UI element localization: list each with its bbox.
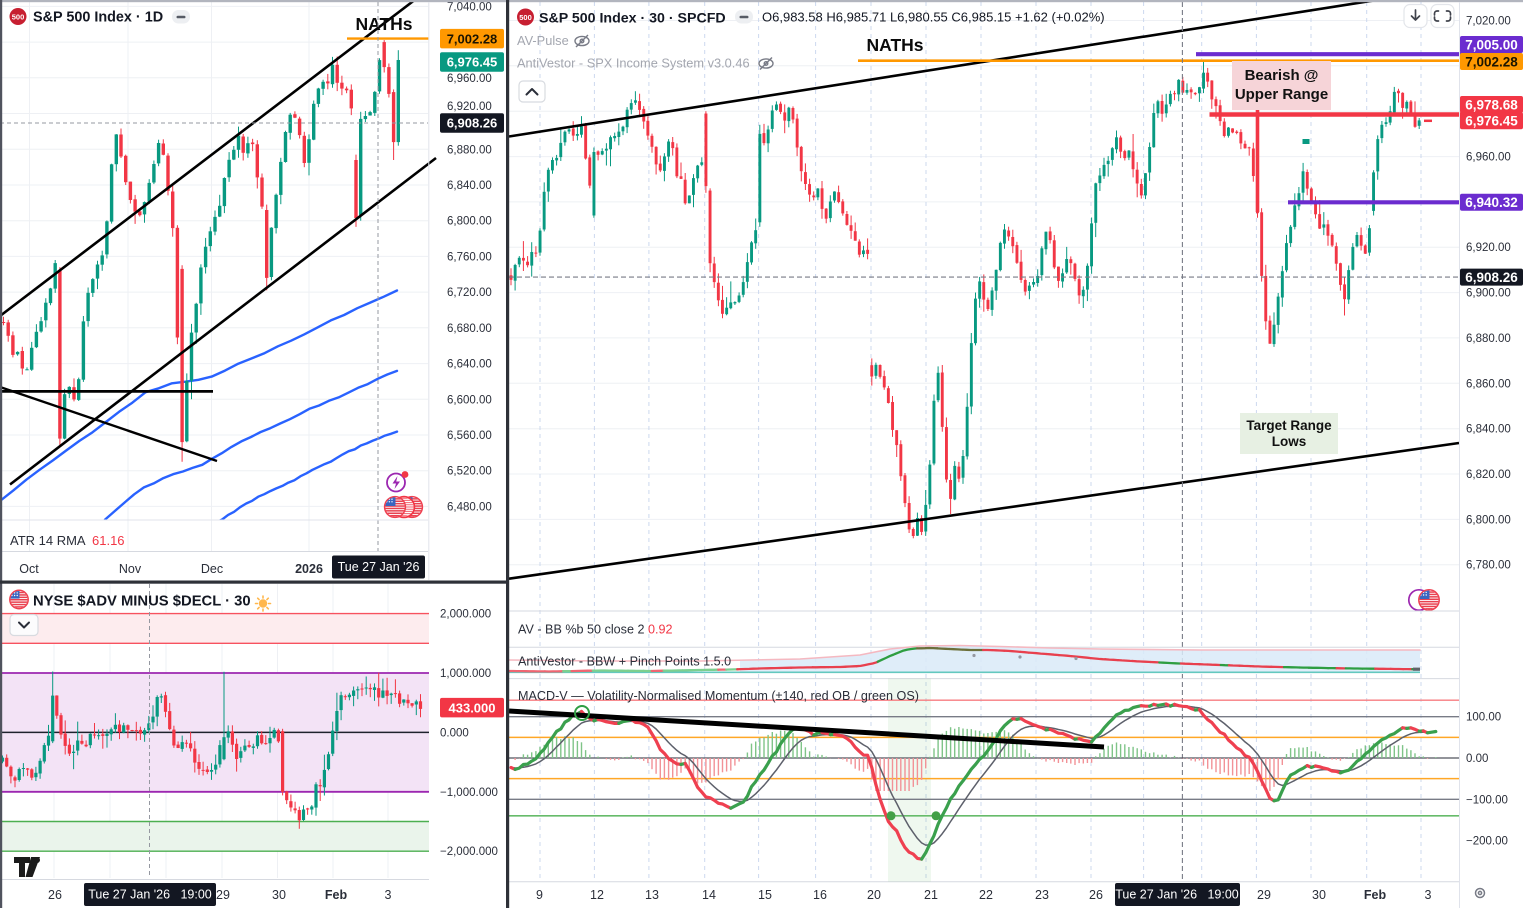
svg-text:Target Range: Target Range bbox=[1246, 418, 1332, 433]
svg-text:6,840.00: 6,840.00 bbox=[1466, 424, 1511, 436]
svg-text:Feb: Feb bbox=[1364, 888, 1387, 902]
svg-text:Oct: Oct bbox=[19, 562, 39, 576]
svg-text:3: 3 bbox=[385, 888, 392, 902]
svg-text:6,840.00: 6,840.00 bbox=[447, 180, 492, 192]
svg-text:0.92: 0.92 bbox=[648, 623, 673, 637]
svg-text:7,002.28: 7,002.28 bbox=[1465, 54, 1518, 69]
svg-text:23: 23 bbox=[1035, 888, 1049, 902]
svg-text:6,800.00: 6,800.00 bbox=[1466, 514, 1511, 526]
svg-text:6,978.68: 6,978.68 bbox=[1465, 97, 1518, 112]
svg-text:16: 16 bbox=[813, 888, 827, 902]
svg-text:6,880.00: 6,880.00 bbox=[1466, 333, 1511, 345]
svg-text:NATHs: NATHs bbox=[866, 35, 923, 55]
svg-text:15: 15 bbox=[758, 888, 772, 902]
svg-text:6,800.00: 6,800.00 bbox=[447, 216, 492, 228]
svg-text:6,780.00: 6,780.00 bbox=[1466, 560, 1511, 572]
svg-text:O6,983.58 H6,985.71 L6,980.55: O6,983.58 H6,985.71 L6,980.55 C6,985.15 … bbox=[762, 10, 1105, 25]
svg-text:S&P 500 Index · 1D: S&P 500 Index · 1D bbox=[33, 10, 163, 26]
svg-text:NATHs: NATHs bbox=[355, 14, 412, 34]
svg-text:6,976.45: 6,976.45 bbox=[447, 55, 498, 70]
svg-text:3: 3 bbox=[1425, 888, 1432, 902]
svg-text:6,520.00: 6,520.00 bbox=[447, 466, 492, 478]
svg-text:6,880.00: 6,880.00 bbox=[447, 144, 492, 156]
svg-text:6,920.00: 6,920.00 bbox=[1466, 242, 1511, 254]
svg-text:14: 14 bbox=[702, 888, 716, 902]
svg-text:7,002.28: 7,002.28 bbox=[447, 31, 498, 46]
svg-text:1,000.000: 1,000.000 bbox=[440, 668, 491, 680]
svg-text:6,720.00: 6,720.00 bbox=[447, 287, 492, 299]
svg-text:Bearish @: Bearish @ bbox=[1245, 67, 1319, 84]
svg-text:26: 26 bbox=[48, 888, 62, 902]
svg-text:AV-Pulse: AV-Pulse bbox=[517, 33, 569, 48]
svg-text:6,908.26: 6,908.26 bbox=[1465, 270, 1518, 285]
svg-text:S&P 500 Index · 30 · SPCFD: S&P 500 Index · 30 · SPCFD bbox=[539, 11, 726, 27]
svg-text:6,920.00: 6,920.00 bbox=[447, 101, 492, 113]
svg-text:AntiVestor - SPX Income System: AntiVestor - SPX Income System v3.0.46 bbox=[517, 56, 750, 71]
svg-text:30: 30 bbox=[272, 888, 286, 902]
svg-text:500: 500 bbox=[519, 13, 532, 22]
svg-text:6,600.00: 6,600.00 bbox=[447, 394, 492, 406]
svg-text:6,640.00: 6,640.00 bbox=[447, 359, 492, 371]
svg-text:2,000.000: 2,000.000 bbox=[440, 609, 491, 621]
svg-text:6,976.45: 6,976.45 bbox=[1465, 114, 1518, 129]
svg-text:61.16: 61.16 bbox=[92, 533, 125, 548]
svg-text:0.00: 0.00 bbox=[1466, 753, 1488, 765]
svg-text:22: 22 bbox=[979, 888, 993, 902]
svg-text:−100.00: −100.00 bbox=[1466, 794, 1508, 806]
svg-text:MACD-V — Volatility-Normalised: MACD-V — Volatility-Normalised Momentum … bbox=[518, 689, 919, 703]
svg-text:Dec: Dec bbox=[201, 562, 223, 576]
svg-text:Tue 27 Jan '26 19:00: Tue 27 Jan '26 19:00 bbox=[1115, 888, 1239, 902]
svg-text:500: 500 bbox=[12, 13, 25, 22]
svg-text:21: 21 bbox=[924, 888, 938, 902]
svg-text:7,020.00: 7,020.00 bbox=[1466, 16, 1511, 28]
svg-text:Lows: Lows bbox=[1272, 434, 1307, 449]
svg-text:−1,000.000: −1,000.000 bbox=[440, 787, 498, 799]
svg-text:2026: 2026 bbox=[295, 562, 323, 576]
svg-text:Upper Range: Upper Range bbox=[1235, 86, 1328, 103]
svg-text:Tue 27 Jan '26 19:00: Tue 27 Jan '26 19:00 bbox=[88, 888, 212, 902]
svg-text:6,908.26: 6,908.26 bbox=[447, 116, 498, 131]
svg-text:0.000: 0.000 bbox=[440, 727, 469, 739]
svg-text:29: 29 bbox=[216, 888, 230, 902]
svg-text:6,900.00: 6,900.00 bbox=[1466, 288, 1511, 300]
svg-text:9: 9 bbox=[536, 888, 543, 902]
svg-text:26: 26 bbox=[1089, 888, 1103, 902]
svg-text:−200.00: −200.00 bbox=[1466, 836, 1508, 848]
svg-text:Tue 27 Jan '26: Tue 27 Jan '26 bbox=[338, 560, 420, 574]
svg-text:Feb: Feb bbox=[325, 888, 348, 902]
svg-text:30: 30 bbox=[1312, 888, 1326, 902]
svg-text:6,760.00: 6,760.00 bbox=[447, 251, 492, 263]
svg-text:12: 12 bbox=[590, 888, 604, 902]
svg-text:Nov: Nov bbox=[119, 562, 142, 576]
svg-text:7,040.00: 7,040.00 bbox=[447, 1, 492, 13]
svg-text:6,960.00: 6,960.00 bbox=[447, 73, 492, 85]
svg-text:29: 29 bbox=[1257, 888, 1271, 902]
svg-text:6,820.00: 6,820.00 bbox=[1466, 469, 1511, 481]
svg-text:NYSE $ADV MINUS $DECL · 30: NYSE $ADV MINUS $DECL · 30 bbox=[33, 594, 251, 610]
svg-text:20: 20 bbox=[867, 888, 881, 902]
svg-text:AV - BB %b 50 close 2: AV - BB %b 50 close 2 bbox=[518, 623, 644, 637]
svg-text:100.00: 100.00 bbox=[1466, 712, 1501, 724]
svg-text:AntiVestor - BBW + Pinch Point: AntiVestor - BBW + Pinch Points 1.5.0 bbox=[518, 655, 731, 669]
svg-text:−2,000.000: −2,000.000 bbox=[440, 846, 498, 858]
svg-text:6,680.00: 6,680.00 bbox=[447, 323, 492, 335]
svg-text:ATR 14 RMA: ATR 14 RMA bbox=[10, 533, 86, 548]
svg-text:6,480.00: 6,480.00 bbox=[447, 501, 492, 513]
svg-text:433.000: 433.000 bbox=[449, 700, 496, 715]
svg-text:6,560.00: 6,560.00 bbox=[447, 430, 492, 442]
svg-text:13: 13 bbox=[645, 888, 659, 902]
svg-text:7,005.00: 7,005.00 bbox=[1465, 37, 1518, 52]
svg-text:6,860.00: 6,860.00 bbox=[1466, 378, 1511, 390]
svg-text:6,960.00: 6,960.00 bbox=[1466, 152, 1511, 164]
svg-text:6,940.32: 6,940.32 bbox=[1465, 195, 1518, 210]
